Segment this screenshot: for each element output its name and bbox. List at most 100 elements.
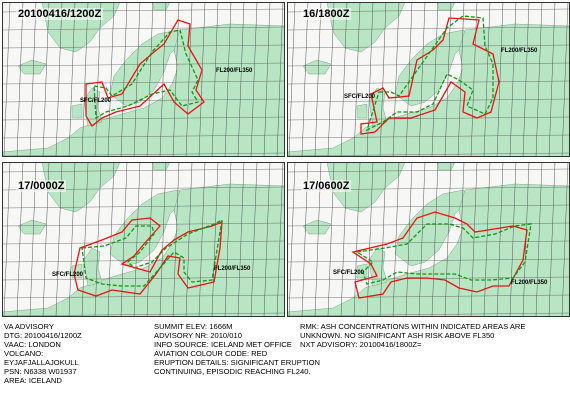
europe-landmass	[287, 183, 570, 317]
ireland-landmass	[71, 103, 83, 119]
advisory-col-3: RMK: ASH CONCENTRATIONS WITHIN INDICATED…	[300, 322, 525, 349]
panel-border	[2, 162, 285, 317]
meridian-line	[522, 2, 530, 157]
meridian-line	[366, 162, 374, 317]
meridian-line	[94, 162, 102, 317]
parallel-line	[287, 204, 570, 209]
europe-landmass	[287, 23, 570, 157]
meridian-line	[431, 162, 439, 317]
meridian-line	[301, 2, 309, 157]
parallel-line	[287, 44, 570, 49]
map-2	[287, 2, 570, 157]
meridian-line	[68, 162, 76, 317]
meridian-line	[237, 2, 245, 157]
meridian-line	[250, 2, 258, 157]
advisory-line: AVIATION COLOUR CODE: RED	[154, 349, 268, 358]
panel-title: 17/0000Z	[16, 180, 67, 192]
parallel-line	[287, 98, 570, 103]
sfc-label: SFC/FL200	[80, 98, 112, 104]
ash-area-sfc-fl200	[85, 19, 205, 127]
meridian-line	[263, 162, 271, 317]
advisory-line: ADVISORY NR: 2010/010	[154, 331, 242, 340]
ireland-landmass	[356, 103, 368, 119]
meridian-line	[431, 2, 439, 157]
parallel-line	[2, 134, 285, 139]
meridian-line	[535, 162, 543, 317]
meridian-line	[548, 2, 556, 157]
advisory-line: VA ADVISORY	[4, 322, 54, 331]
parallel-line	[287, 168, 570, 173]
meridian-line	[224, 162, 232, 317]
iceland-landmass	[302, 59, 332, 75]
europe-landmass	[2, 183, 285, 317]
sfc-label: SFC/FL200	[344, 94, 376, 100]
meridian-line	[276, 162, 284, 317]
map-3	[2, 162, 285, 317]
sfc-label: SFC/FL200	[52, 272, 84, 278]
parallel-line	[287, 134, 570, 139]
iceland-landmass	[302, 219, 332, 235]
meridian-line	[314, 2, 322, 157]
meridian-line	[509, 2, 517, 157]
ash-area-sfc-fl200	[360, 17, 500, 135]
ash-area-fl200-fl350	[355, 223, 532, 285]
meridian-line	[509, 162, 517, 317]
panel-border	[2, 2, 285, 157]
meridian-line	[392, 162, 400, 317]
panel-title: 17/0600Z	[301, 180, 352, 192]
sfc-label: SFC/FL200	[333, 270, 365, 276]
meridian-line	[263, 2, 271, 157]
advisory-line: RMK: ASH CONCENTRATIONS WITHIN INDICATED…	[300, 322, 526, 331]
panel-title: 16/1800Z	[301, 8, 352, 20]
meridian-line	[29, 2, 37, 157]
map-1	[2, 2, 285, 157]
parallel-line	[287, 240, 570, 245]
svalbard-landmass	[151, 2, 171, 11]
meridian-line	[444, 162, 452, 317]
meridian-line	[133, 162, 141, 317]
panel-title: 20100416/1200Z	[16, 8, 104, 20]
parallel-line	[2, 276, 285, 281]
meridian-line	[276, 2, 284, 157]
meridian-line	[561, 2, 569, 157]
parallel-line	[2, 240, 285, 245]
advisory-line: UNKNOWN. NO SIGNIFICANT ASH RISK ABOVE F…	[300, 331, 495, 340]
parallel-line	[2, 258, 285, 263]
ash-area-sfc-fl200	[73, 217, 223, 297]
advisory-col-2: SUMMIT ELEV: 1666M ADVISORY NR: 2010/010…	[154, 322, 320, 376]
advisory-line: AREA: ICELAND	[4, 376, 62, 385]
meridian-line	[535, 2, 543, 157]
parallel-line	[287, 62, 570, 67]
advisory-line: CONTINUING, EPISODIC REACHING FL240.	[154, 367, 311, 376]
parallel-line	[2, 116, 285, 121]
parallel-line	[2, 294, 285, 299]
map-panel-1: 20100416/1200Z SFC/FL200 FL200/FL350	[2, 2, 285, 157]
ash-area-fl200-fl350	[81, 218, 223, 287]
advisory-line: ERUPTION DETAILS: SIGNIFICANT ERUPTION	[154, 358, 320, 367]
meridian-line	[353, 162, 361, 317]
meridian-line	[353, 2, 361, 157]
advisory-line: PSN: N6338 W01937	[4, 367, 77, 376]
meridian-line	[561, 162, 569, 317]
ash-area-fl200-fl350	[365, 15, 494, 132]
parallel-line	[2, 312, 285, 317]
parallel-line	[2, 26, 285, 31]
advisory-line: VOLCANO:	[4, 349, 44, 358]
meridian-line	[16, 2, 24, 157]
advisory-line: VAAC: LONDON	[4, 340, 61, 349]
parallel-line	[287, 80, 570, 85]
advisory-line: NXT ADVISORY: 20100416/1800Z=	[300, 340, 422, 349]
meridian-line	[55, 2, 63, 157]
parallel-line	[287, 116, 570, 121]
svalbard-landmass	[436, 2, 456, 11]
iceland-landmass	[17, 59, 47, 75]
meridian-line	[3, 2, 11, 157]
meridian-line	[288, 2, 296, 157]
parallel-line	[2, 222, 285, 227]
ash-area-fl200-fl350	[93, 29, 200, 120]
ireland-landmass	[356, 263, 368, 279]
fl-label: FL200/FL350	[214, 266, 251, 272]
meridian-line	[3, 162, 11, 317]
meridian-line	[107, 2, 115, 157]
map-panel-2: 16/1800Z SFC/FL200 FL200/FL350	[287, 2, 570, 157]
